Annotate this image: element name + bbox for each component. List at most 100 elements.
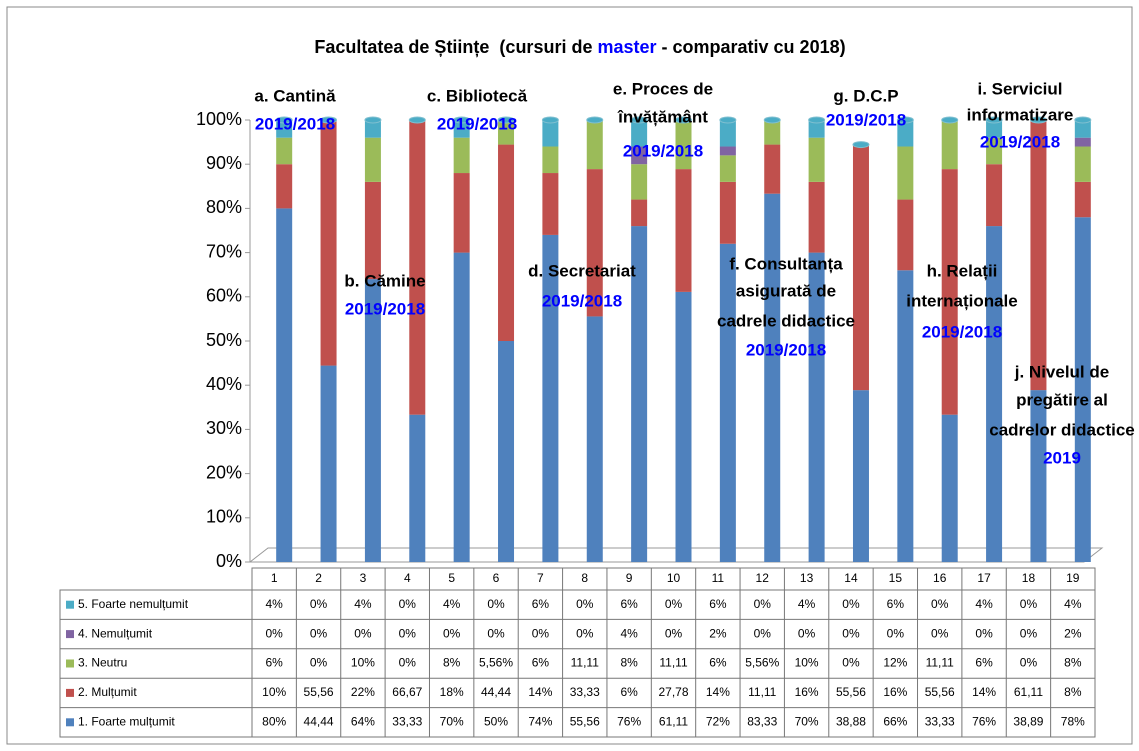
table-cell: 0%	[399, 626, 417, 640]
table-cell: 14%	[972, 685, 996, 699]
annotation: h. Relații	[927, 261, 998, 280]
table-cell: 0%	[532, 626, 550, 640]
table-cell: 0%	[576, 597, 594, 611]
bar-cap	[941, 116, 959, 124]
table-cell: 0%	[399, 597, 417, 611]
bar-segment	[986, 137, 1003, 165]
annotation-period: 2019/2018	[746, 340, 826, 359]
x-tick-label: 16	[933, 571, 947, 585]
bar-cap	[719, 116, 737, 124]
title-part: master	[597, 37, 656, 57]
legend-label: 3. Neutru	[78, 656, 127, 670]
bar-segment	[719, 243, 736, 562]
bar-segment	[719, 146, 736, 156]
legend-swatch	[66, 718, 74, 727]
table-cell: 10%	[795, 656, 819, 670]
table-cell: 16%	[883, 685, 907, 699]
table-cell: 61,11	[659, 714, 688, 728]
table-cell: 0%	[887, 626, 905, 640]
table-cell: 2%	[709, 626, 727, 640]
annotation: cadrele didactice	[717, 311, 855, 330]
bar-segment	[542, 120, 559, 147]
bar-segment	[808, 252, 825, 562]
table-cell: 11,11	[748, 685, 777, 699]
table-cell: 66,67	[392, 685, 422, 699]
table-cell: 4%	[975, 597, 993, 611]
y-tick-label: 50%	[206, 330, 242, 350]
table-cell: 0%	[354, 626, 372, 640]
annotation: asigurată de	[736, 281, 836, 300]
bar-segment	[897, 120, 914, 147]
table-cell: 66%	[883, 714, 907, 728]
bar-segment	[1074, 120, 1091, 138]
table-cell: 6%	[709, 597, 727, 611]
table-cell: 44,44	[481, 685, 511, 699]
bar-segment	[852, 144, 869, 391]
table-cell: 0%	[931, 626, 949, 640]
bar-segment	[586, 120, 603, 170]
annotation: învățământ	[617, 107, 708, 126]
x-tick-label: 11	[712, 571, 725, 585]
table-cell: 0%	[1020, 656, 1038, 670]
x-tick-label: 6	[493, 571, 500, 585]
annotation: cadrelor didactice	[989, 420, 1135, 439]
table-cell: 0%	[931, 597, 949, 611]
x-tick-label: 7	[537, 571, 544, 585]
legend-label: 4. Nemulțumit	[78, 626, 153, 640]
y-tick-label: 20%	[206, 462, 242, 482]
table-cell: 0%	[1020, 597, 1038, 611]
legend-swatch	[66, 688, 74, 697]
annotation: d. Secretariat	[528, 261, 636, 280]
table-cell: 74%	[528, 714, 552, 728]
table-cell: 8%	[1064, 685, 1082, 699]
bar-cap	[852, 141, 870, 149]
bar-segment	[941, 120, 958, 170]
table-cell: 0%	[754, 626, 772, 640]
annotation-period: 2019/2018	[437, 114, 517, 133]
bar-segment	[1074, 181, 1091, 218]
bar-segment	[719, 120, 736, 147]
bar-segment	[631, 146, 648, 165]
table-cell: 83,33	[747, 714, 777, 728]
table-cell: 61,11	[1014, 685, 1043, 699]
table-cell: 6%	[620, 597, 638, 611]
table-cell: 22%	[351, 685, 375, 699]
bar-segment	[276, 208, 293, 562]
bar-segment	[409, 414, 426, 562]
bar-cap	[408, 116, 426, 124]
table-cell: 16%	[795, 685, 819, 699]
table-cell: 6%	[709, 656, 727, 670]
table-cell: 0%	[576, 626, 594, 640]
bar-segment	[320, 120, 337, 366]
legend-swatch	[66, 600, 74, 609]
annotation: a. Cantină	[254, 86, 336, 105]
annotation: b. Cămine	[344, 271, 425, 290]
annotation: f. Consultanța	[729, 254, 843, 273]
table-cell: 55,56	[836, 685, 866, 699]
bar-segment	[675, 120, 692, 170]
bar-segment	[631, 120, 648, 147]
table-cell: 44,44	[304, 714, 334, 728]
y-tick-label: 70%	[206, 241, 242, 261]
table-cell: 4%	[620, 626, 638, 640]
bar-segment	[364, 120, 381, 138]
table-cell: 5,56%	[479, 656, 513, 670]
bar-segment	[897, 146, 914, 200]
bar-cap	[675, 116, 692, 124]
table-cell: 0%	[665, 626, 683, 640]
bar-segment	[453, 120, 470, 138]
bar-segment	[453, 252, 470, 562]
bar-segment	[631, 164, 648, 200]
table-cell: 0%	[487, 626, 505, 640]
annotation: pregătire al	[1016, 390, 1108, 409]
table-cell: 38,89	[1013, 714, 1043, 728]
annotation-period: 2019/2018	[980, 132, 1060, 151]
x-tick-label: 12	[756, 571, 770, 585]
annotation-period: 2019	[1043, 448, 1081, 467]
bar-cap	[364, 116, 382, 124]
x-tick-label: 14	[844, 571, 858, 585]
table-cell: 6%	[620, 685, 638, 699]
table-cell: 33,33	[392, 714, 422, 728]
table-cell: 0%	[842, 656, 860, 670]
bar-segment	[719, 181, 736, 244]
